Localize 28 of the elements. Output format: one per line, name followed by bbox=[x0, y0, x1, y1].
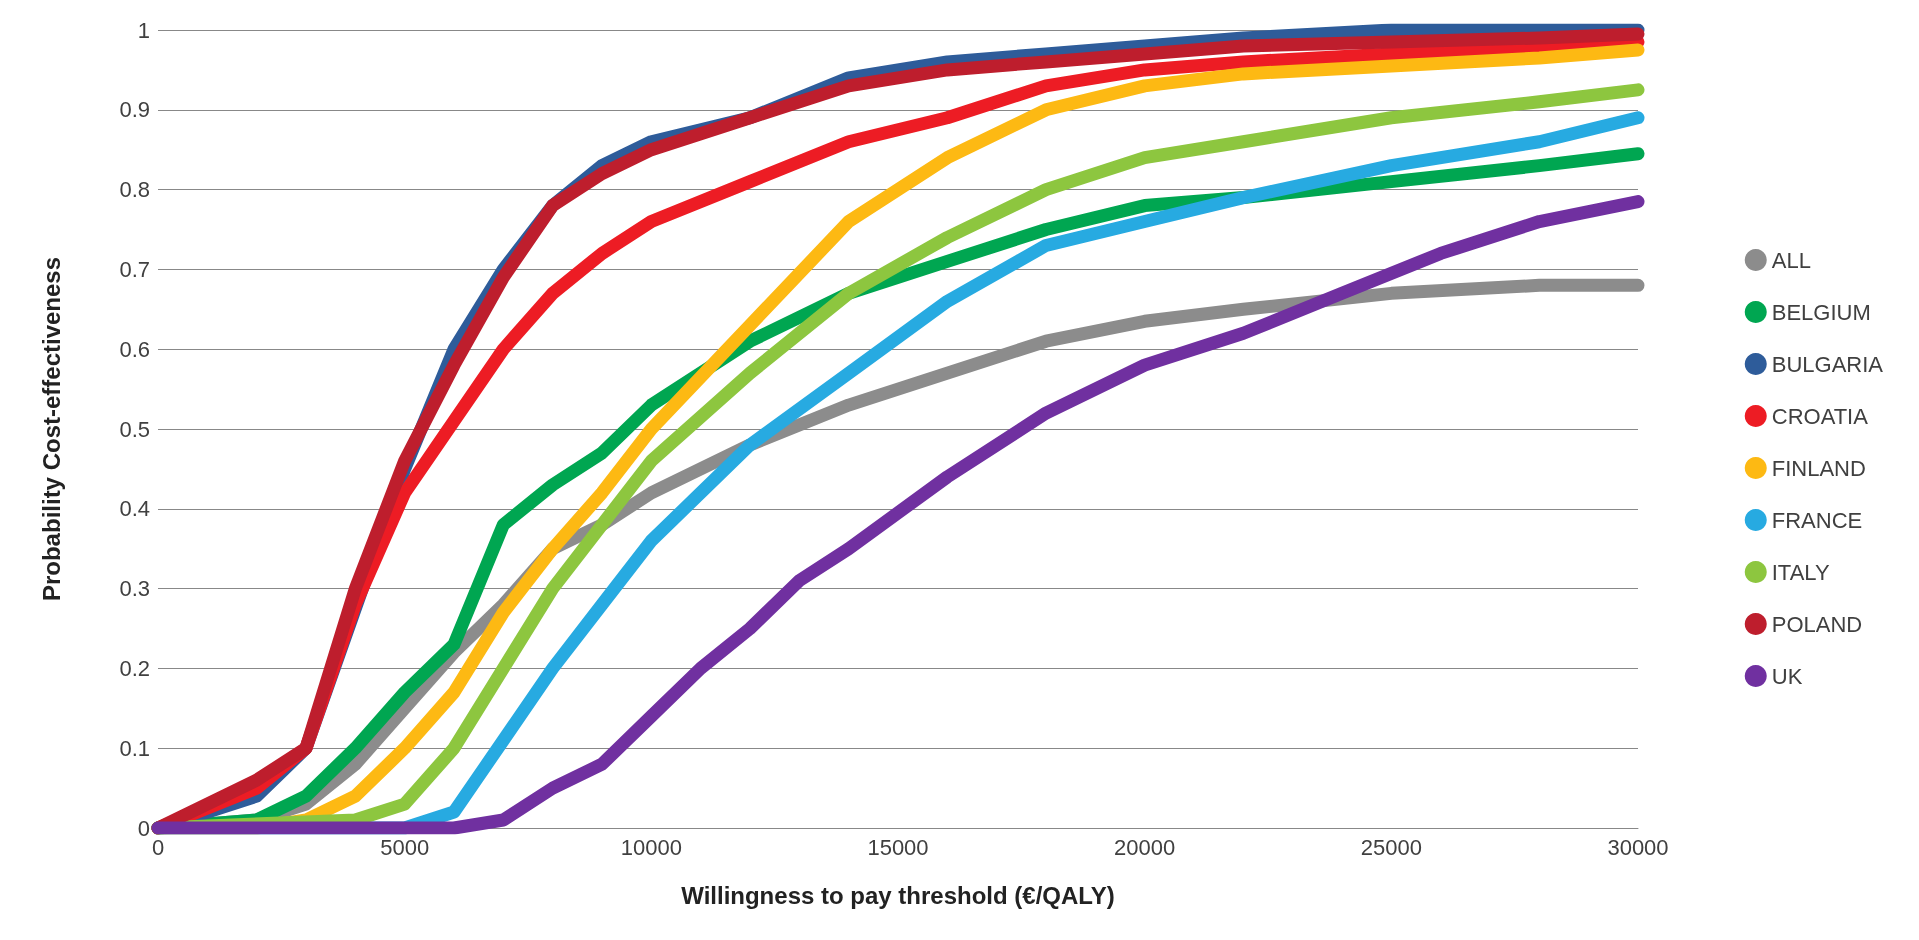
y-tick-label: 0.5 bbox=[119, 416, 150, 442]
y-tick-label: 0.7 bbox=[119, 256, 150, 282]
x-tick-label: 5000 bbox=[380, 834, 430, 860]
x-tick-label: 25000 bbox=[1360, 834, 1422, 860]
legend-label: FINLAND bbox=[1771, 455, 1866, 481]
legend-label: ALL bbox=[1771, 247, 1811, 273]
x-tick-label: 10000 bbox=[620, 834, 682, 860]
x-axis-title: Willingness to pay threshold (€/QALY) bbox=[681, 881, 1115, 909]
x-tick-label: 20000 bbox=[1114, 834, 1176, 860]
legend-label: POLAND bbox=[1771, 611, 1863, 637]
legend-label: FRANCE bbox=[1771, 507, 1863, 533]
y-tick-label: 0.3 bbox=[119, 576, 150, 602]
legend-label: UK bbox=[1771, 663, 1803, 689]
legend-label: CROATIA bbox=[1771, 403, 1869, 429]
legend-label: BULGARIA bbox=[1771, 351, 1884, 377]
y-tick-label: 0.9 bbox=[119, 97, 150, 123]
y-axis-title: Probability Cost-effectiveness bbox=[37, 256, 65, 602]
y-tick-label: 0.2 bbox=[119, 655, 150, 681]
y-tick-label: 0.8 bbox=[119, 177, 150, 203]
y-tick-label: 0 bbox=[137, 815, 150, 841]
x-tick-label: 30000 bbox=[1607, 834, 1669, 860]
y-tick-label: 1 bbox=[137, 17, 150, 43]
legend-label: ITALY bbox=[1771, 559, 1830, 585]
y-tick-label: 0.4 bbox=[119, 496, 150, 522]
legend-label: BELGIUM bbox=[1771, 299, 1871, 325]
y-tick-label: 0.6 bbox=[119, 336, 150, 362]
x-tick-label: 15000 bbox=[867, 834, 929, 860]
y-tick-label: 0.1 bbox=[119, 735, 150, 761]
